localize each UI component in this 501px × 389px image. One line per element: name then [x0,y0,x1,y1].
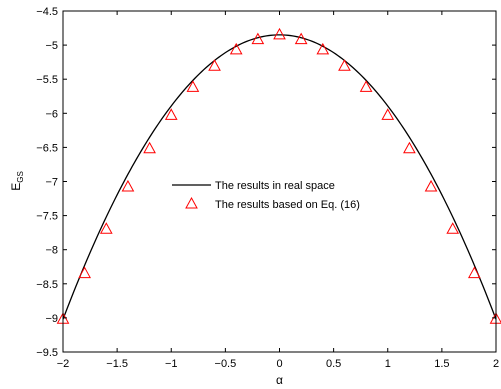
legend-label-real-space: The results in real space [215,180,335,192]
triangle-marker [316,42,330,55]
x-tick-label: 1 [385,358,391,370]
legend: The results in real space The results ba… [172,180,360,211]
y-tick-label: −7.5 [36,211,58,223]
triangle-marker [164,108,178,120]
triangle-marker [121,179,135,192]
legend-triangle-swatch [185,196,198,209]
y-tick-label: −6.5 [36,142,58,154]
triangle-marker [359,80,373,92]
triangle-marker [468,266,481,279]
y-axis-label-main: E [9,183,23,191]
y-tick-label: −9 [45,313,58,325]
y-tick-label: −6 [45,108,58,120]
series-line-real-space [62,34,497,320]
x-tick-label: −0.5 [215,358,237,370]
triangle-marker [446,222,460,234]
legend-label-eq16: The results based on Eq. (16) [215,199,360,211]
y-tick-label: −4.5 [36,6,58,18]
triangle-marker [208,59,221,71]
axis-ticks: −2 −1.5 −1 −0.5 0 0.5 1 1.5 2 −9.5 −9 −8.5 −8 −7.5 −7 −… [36,6,499,370]
triangle-marker [381,108,395,120]
x-tick-label: −1.5 [106,358,128,370]
y-tick-label: −9.5 [36,347,58,359]
x-tick-label: 2 [493,358,499,370]
y-axis-label-sub: GS [16,171,25,183]
y-tick-label: −7 [45,177,58,189]
y-tick-label: −5 [45,40,58,52]
y-axis-label: EGS [9,171,25,191]
chart-marks [56,27,501,324]
triangle-marker [294,32,308,45]
x-tick-label: 1.5 [434,358,449,370]
x-tick-label: 0 [276,358,282,370]
y-tick-label: −8 [45,245,58,257]
triangle-marker [251,32,265,45]
triangle-marker [273,27,286,40]
triangle-marker [78,266,91,279]
y-tick-label: −8.5 [36,279,58,291]
x-tick-label: −2 [57,358,70,370]
triangle-marker [99,222,113,234]
x-tick-label: −1 [165,358,178,370]
triangle-marker [229,42,243,55]
x-tick-label: 0.5 [326,358,341,370]
triangle-marker [143,141,156,154]
triangle-marker [338,59,351,71]
triangle-marker [186,80,200,92]
y-tick-label: −5.5 [36,74,58,86]
triangle-marker [424,179,438,192]
x-axis-label: α [276,373,283,387]
svg-text:EGS: EGS [9,171,25,191]
triangle-marker [403,141,416,154]
